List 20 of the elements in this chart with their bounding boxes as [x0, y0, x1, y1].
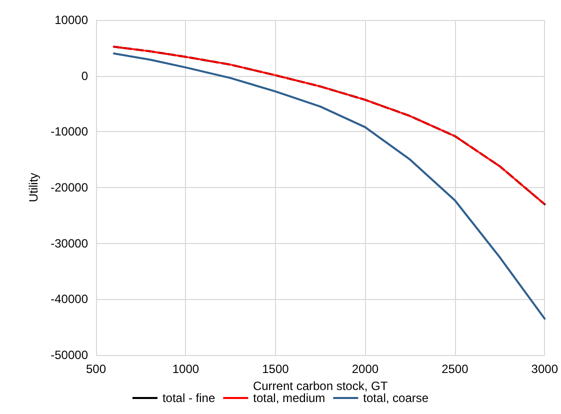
- legend-label: total, medium: [253, 391, 326, 405]
- x-axis-title: Current carbon stock, GT: [252, 378, 388, 393]
- x-tick-label: 1000: [172, 362, 200, 376]
- y-tick-label: -10000: [50, 124, 88, 139]
- y-tick-label: -40000: [50, 292, 88, 306]
- x-tick-label: 2500: [442, 362, 469, 376]
- y-axis-title: Utility: [26, 172, 41, 202]
- y-tick-label: 0: [81, 68, 88, 83]
- x-tick-label: 500: [86, 362, 106, 376]
- x-tick-label: 1500: [262, 362, 290, 376]
- y-tick-label: -20000: [50, 180, 88, 194]
- legend-label: total, coarse: [363, 391, 429, 405]
- y-tick-label: -50000: [50, 348, 88, 362]
- y-tick-label: -30000: [50, 236, 88, 250]
- legend-label: total - fine: [162, 391, 216, 405]
- x-tick-label: 3000: [531, 362, 558, 376]
- x-tick-label: 2000: [352, 362, 379, 376]
- y-tick-label: 10000: [54, 13, 88, 27]
- line-series: [112, 52, 546, 320]
- line-series: [112, 46, 546, 206]
